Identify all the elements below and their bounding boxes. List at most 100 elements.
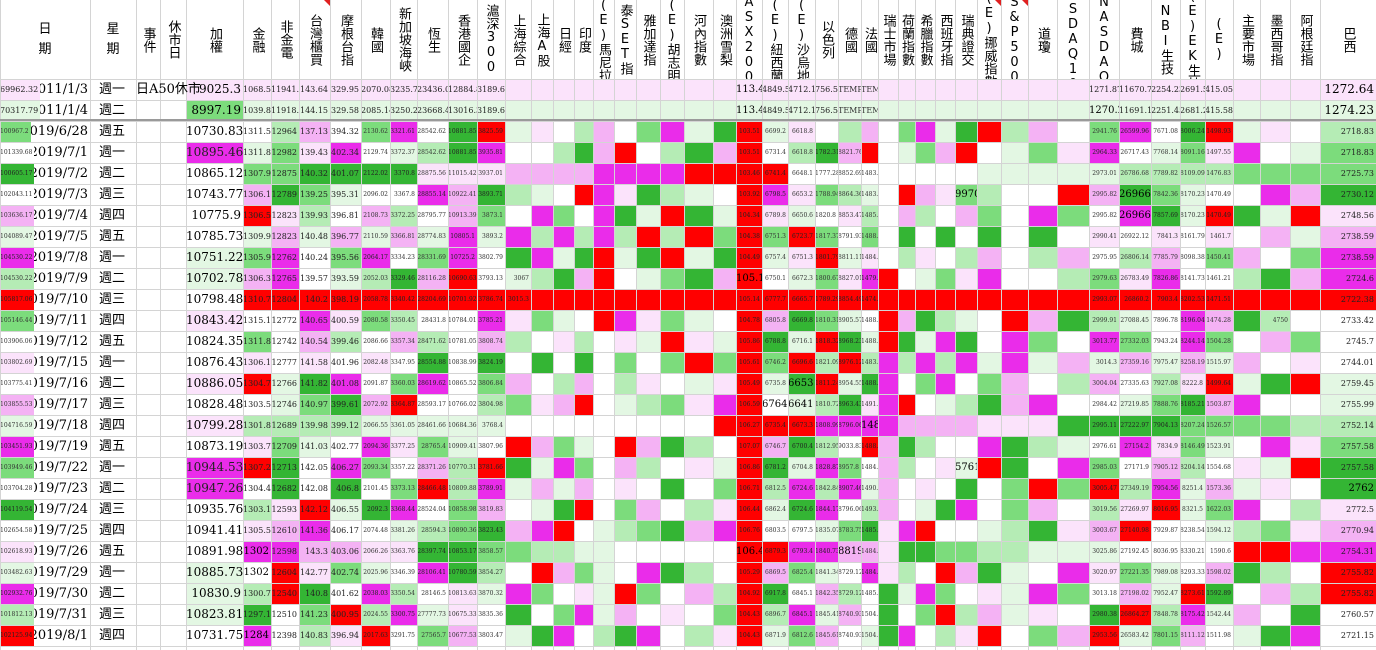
- weekday-cell[interactable]: 週二: [98, 166, 125, 181]
- data-cell[interactable]: [1028, 142, 1057, 163]
- data-cell[interactable]: 1788.94: [815, 184, 838, 205]
- data-cell[interactable]: 3250.29: [390, 100, 417, 121]
- data-cell[interactable]: [531, 310, 553, 331]
- data-cell[interactable]: 3819.83: [477, 499, 505, 520]
- data-cell[interactable]: [935, 247, 955, 268]
- data-cell[interactable]: 1270.2: [1089, 100, 1119, 121]
- data-cell[interactable]: 3020.97: [1089, 562, 1119, 583]
- data-cell[interactable]: [955, 247, 977, 268]
- weekday-cell[interactable]: 週一: [98, 82, 125, 97]
- data-cell[interactable]: 1474.48: [861, 289, 878, 310]
- data-cell[interactable]: 2038.03: [361, 583, 390, 604]
- data-cell[interactable]: [1028, 457, 1057, 478]
- column-header[interactable]: 滬深300: [477, 0, 505, 79]
- data-cell[interactable]: 3014.3: [1089, 352, 1119, 373]
- data-cell[interactable]: 2975.95: [1089, 247, 1119, 268]
- column-header[interactable]: 韓國: [361, 0, 390, 79]
- data-cell[interactable]: [1057, 268, 1089, 289]
- event-cell[interactable]: [136, 457, 186, 478]
- table-row[interactable]: 2019/7/12 週五 10824.35 1311.8 12742 140.54 399.…: [0, 331, 1376, 352]
- data-cell[interactable]: 7929.87: [1151, 520, 1180, 541]
- data-cell[interactable]: [593, 142, 614, 163]
- data-cell[interactable]: [977, 583, 1001, 604]
- data-cell[interactable]: [1028, 520, 1057, 541]
- date-cell[interactable]: 2019/7/1: [29, 145, 88, 160]
- data-cell[interactable]: [1233, 373, 1260, 394]
- data-cell[interactable]: [713, 520, 736, 541]
- data-cell[interactable]: 28594.3: [417, 520, 448, 541]
- column-header[interactable]: 加權: [186, 0, 243, 79]
- data-cell[interactable]: 106.76: [736, 520, 762, 541]
- data-cell[interactable]: 10809.88: [448, 478, 477, 499]
- data-cell[interactable]: [935, 478, 955, 499]
- data-cell[interactable]: 10881.85: [448, 121, 477, 142]
- data-cell[interactable]: [915, 331, 935, 352]
- data-cell[interactable]: 2976.61: [1089, 436, 1119, 457]
- data-cell[interactable]: [660, 310, 684, 331]
- event-cell[interactable]: [136, 604, 186, 625]
- data-cell[interactable]: [593, 415, 614, 436]
- data-cell[interactable]: 8827.01: [838, 268, 861, 289]
- data-cell[interactable]: [713, 415, 736, 436]
- data-cell[interactable]: [636, 331, 660, 352]
- weekday-cell[interactable]: 週三: [98, 607, 125, 622]
- data-cell[interactable]: [935, 100, 955, 121]
- data-cell[interactable]: 2772.5: [1320, 499, 1376, 520]
- data-cell[interactable]: 139.25: [299, 184, 330, 205]
- event-cell[interactable]: [136, 625, 186, 646]
- data-cell[interactable]: [660, 289, 684, 310]
- data-cell[interactable]: [574, 184, 593, 205]
- data-cell[interactable]: 10873.19: [186, 436, 243, 457]
- data-cell[interactable]: [574, 289, 593, 310]
- data-cell[interactable]: [684, 163, 713, 184]
- data-cell[interactable]: 1306.3: [243, 268, 271, 289]
- weekday-cell[interactable]: 週五: [98, 334, 125, 349]
- data-cell[interactable]: [660, 604, 684, 625]
- data-cell[interactable]: 27154.2: [1119, 436, 1151, 457]
- data-cell[interactable]: 8170.23: [1180, 205, 1205, 226]
- data-cell[interactable]: 12746: [271, 394, 299, 415]
- event-cell[interactable]: [136, 310, 186, 331]
- data-cell[interactable]: 27171.9: [1119, 457, 1151, 478]
- data-cell[interactable]: [878, 604, 898, 625]
- data-cell[interactable]: [1028, 79, 1057, 100]
- data-cell[interactable]: 6735.8: [762, 373, 788, 394]
- event-cell[interactable]: [136, 100, 186, 121]
- data-cell[interactable]: [1260, 394, 1290, 415]
- data-cell[interactable]: 7785.79: [1151, 247, 1180, 268]
- data-cell[interactable]: 10785.73: [186, 226, 243, 247]
- data-cell[interactable]: 8244.14: [1180, 331, 1205, 352]
- data-cell[interactable]: 1504.38: [861, 604, 878, 625]
- data-cell[interactable]: 1461.7: [1205, 226, 1233, 247]
- column-header[interactable]: NASDAQ100: [1057, 0, 1089, 107]
- data-cell[interactable]: 3373.13: [390, 478, 417, 499]
- data-cell[interactable]: [684, 499, 713, 520]
- data-cell[interactable]: 2760.57: [1320, 604, 1376, 625]
- data-cell[interactable]: [1028, 331, 1057, 352]
- data-cell[interactable]: 1485.35: [861, 205, 878, 226]
- data-cell[interactable]: 102618.93: [0, 541, 35, 562]
- table-row[interactable]: 2019/7/5 週五 10785.73 1309.9 12823 140.48 396.7…: [0, 226, 1376, 247]
- data-cell[interactable]: 415.05: [1205, 79, 1233, 100]
- data-cell[interactable]: [1001, 310, 1028, 331]
- data-cell[interactable]: [915, 562, 935, 583]
- data-cell[interactable]: 1306.5: [243, 205, 271, 226]
- data-cell[interactable]: 1503.87: [1205, 394, 1233, 415]
- data-cell[interactable]: 69962.32: [0, 79, 41, 100]
- data-cell[interactable]: [684, 142, 713, 163]
- data-cell[interactable]: 7789.82: [1151, 163, 1180, 184]
- data-cell[interactable]: 1598.02: [1205, 562, 1233, 583]
- data-cell[interactable]: 1811.24: [815, 373, 838, 394]
- data-cell[interactable]: 2096.02: [361, 184, 390, 205]
- data-cell[interactable]: [713, 478, 736, 499]
- data-cell[interactable]: 27198.02: [1119, 583, 1151, 604]
- data-cell[interactable]: 2757.58: [1320, 436, 1376, 457]
- data-cell[interactable]: [915, 226, 935, 247]
- data-cell[interactable]: 23436.03: [417, 79, 448, 100]
- data-cell[interactable]: 113.4: [736, 100, 762, 121]
- data-cell[interactable]: [1001, 562, 1028, 583]
- data-cell[interactable]: [684, 247, 713, 268]
- data-cell[interactable]: 3003.67: [1089, 520, 1119, 541]
- data-cell[interactable]: [553, 268, 574, 289]
- data-cell[interactable]: 1812.95: [815, 436, 838, 457]
